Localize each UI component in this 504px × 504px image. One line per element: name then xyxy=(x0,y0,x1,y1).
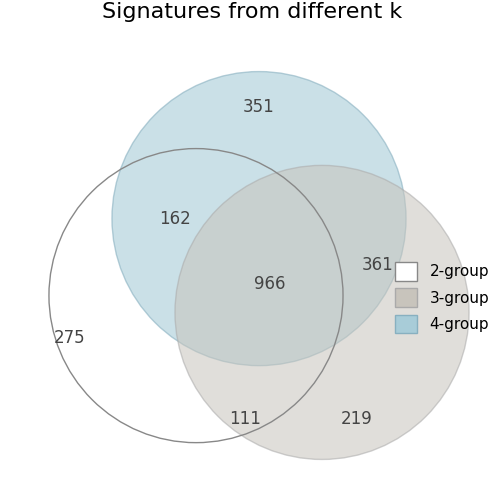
Text: 966: 966 xyxy=(255,275,286,293)
Title: Signatures from different k: Signatures from different k xyxy=(102,3,402,23)
Text: 111: 111 xyxy=(229,410,261,428)
Text: 351: 351 xyxy=(243,98,275,115)
Text: 275: 275 xyxy=(54,329,86,347)
Circle shape xyxy=(175,165,469,460)
Circle shape xyxy=(112,72,406,365)
Legend: 2-group, 3-group, 4-group: 2-group, 3-group, 4-group xyxy=(395,262,489,333)
Text: 162: 162 xyxy=(159,210,191,228)
Text: 219: 219 xyxy=(341,410,373,428)
Text: 361: 361 xyxy=(362,256,394,274)
